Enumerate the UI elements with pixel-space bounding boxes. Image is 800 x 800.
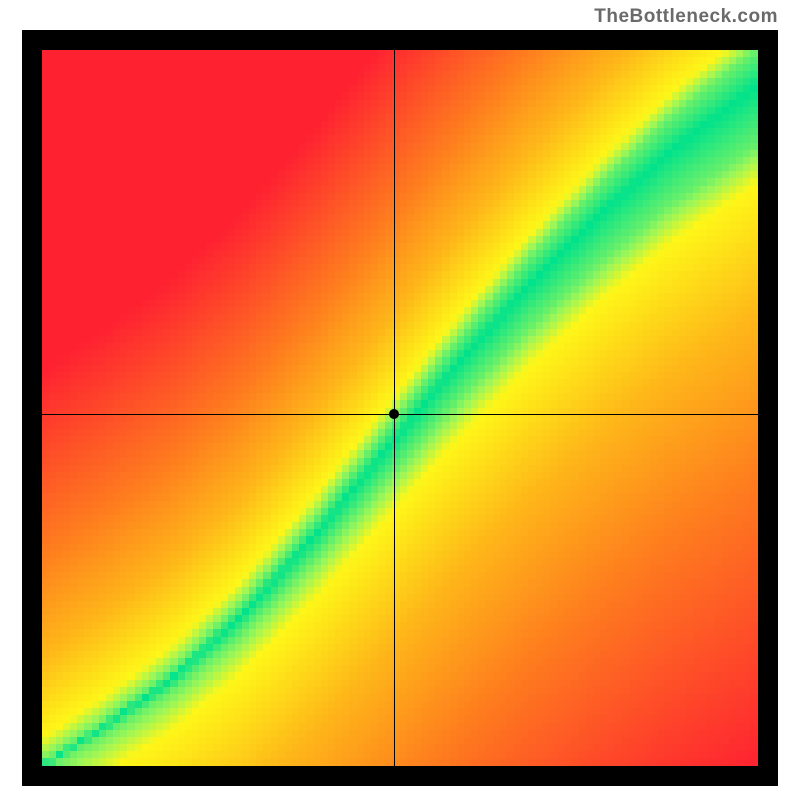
heatmap-canvas: [42, 50, 758, 766]
chart-container: TheBottleneck.com: [0, 0, 800, 800]
plot-area: [42, 50, 758, 766]
plot-frame: [22, 30, 778, 786]
attribution-text: TheBottleneck.com: [594, 6, 778, 28]
crosshair-dot: [389, 409, 399, 419]
crosshair-horizontal: [42, 414, 758, 415]
